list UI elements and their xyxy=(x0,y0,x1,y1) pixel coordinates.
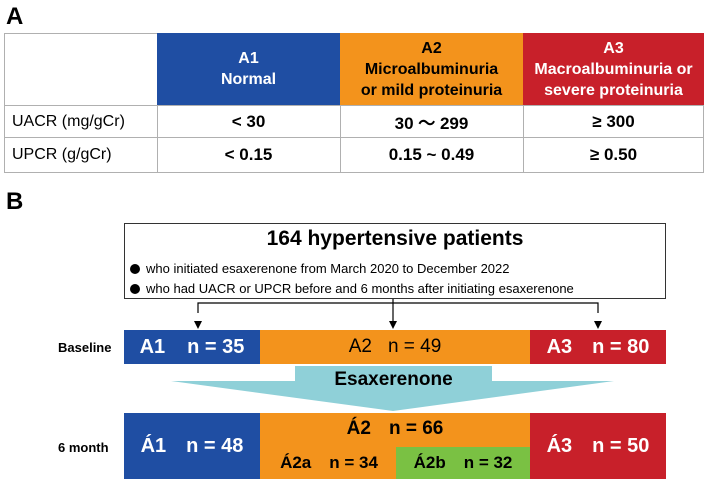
baseline-a1-bar: A1 n = 35 xyxy=(124,330,260,364)
month6-a2a-n: n = 34 xyxy=(329,452,378,472)
patient-selection-box: 164 hypertensive patients who initiated … xyxy=(124,223,666,299)
baseline-a3-n: n = 80 xyxy=(592,335,650,358)
bullet-icon xyxy=(130,263,140,274)
panel-a-label: A xyxy=(6,3,24,30)
criterion-1: who initiated esaxerenone from March 202… xyxy=(130,261,510,276)
header-a2: A2 Microalbuminuria or mild proteinuria xyxy=(340,33,523,105)
upcr-a2-value: 0.15 ~ 0.49 xyxy=(388,145,475,164)
uacr-a1-value: < 30 xyxy=(231,111,266,131)
arrowhead-icon xyxy=(594,321,602,329)
table-right-border xyxy=(703,105,704,173)
table-left-border xyxy=(4,33,5,173)
month6-a1-n: n = 48 xyxy=(186,434,244,457)
baseline-a3-bar: A3 n = 80 xyxy=(530,330,666,364)
arrowhead-icon xyxy=(389,321,397,329)
baseline-a3-code: A3 xyxy=(546,335,573,358)
table-col-divider xyxy=(523,105,524,173)
baseline-a2-code: A2 xyxy=(348,336,372,357)
header-a3-desc-line2: severe proteinuria xyxy=(544,81,683,99)
month6-a2-code: Á2 xyxy=(346,418,371,439)
baseline-a2-n: n = 49 xyxy=(387,336,442,357)
table-col-divider xyxy=(340,105,341,173)
criterion-2: who had UACR or UPCR before and 6 months… xyxy=(130,281,574,296)
month6-a1-bar: Á1 n = 48 xyxy=(124,413,260,479)
uacr-a3-value: ≥ 300 xyxy=(592,111,635,131)
month6-a2b-code: Á2b xyxy=(413,453,446,472)
upcr-a1-value: < 0.15 xyxy=(224,145,273,164)
header-a3: A3 Macroalbuminuria or severe proteinuri… xyxy=(523,33,704,105)
albuminuria-category-table: A1 Normal A2 Microalbuminuria or mild pr… xyxy=(4,33,704,173)
month6-a2-total: Á2 n = 66 xyxy=(260,414,530,444)
table-row-divider xyxy=(4,105,704,106)
table-top-border xyxy=(4,33,157,34)
table-row-divider xyxy=(4,137,704,138)
row-label-uacr: UACR (mg/gCr) xyxy=(12,112,125,130)
arrowhead-icon xyxy=(194,321,202,329)
month6-a1-code: Á1 xyxy=(140,434,167,457)
header-a2-desc-line2: or mild proteinuria xyxy=(360,81,503,99)
header-a1-desc: Normal xyxy=(220,71,277,88)
table-bottom-border xyxy=(4,172,704,173)
header-a2-desc-line1: Microalbuminuria xyxy=(364,60,499,78)
bullet-icon xyxy=(130,283,140,294)
header-a3-desc-line1: Macroalbuminuria or xyxy=(534,60,693,78)
month6-a2-n: n = 66 xyxy=(388,418,444,439)
month6-a2b-n: n = 32 xyxy=(463,453,513,472)
header-a1-code: A1 xyxy=(238,50,259,67)
esaxerenone-label: Esaxerenone xyxy=(334,369,453,390)
connector-line xyxy=(197,302,599,313)
month6-a3-n: n = 50 xyxy=(592,434,650,457)
panel-b-label: B xyxy=(6,188,24,215)
uacr-a2-value: 30 〜 299 xyxy=(394,114,469,133)
patient-count-title: 164 hypertensive patients xyxy=(266,227,524,250)
month6-a3-code: Á3 xyxy=(546,434,573,457)
header-a2-code: A2 xyxy=(421,39,442,57)
header-a3-code: A3 xyxy=(603,39,624,57)
month6-row-label: 6 month xyxy=(58,440,109,455)
row-label-upcr: UPCR (g/gCr) xyxy=(12,146,112,163)
baseline-a2-bar: A2 n = 49 xyxy=(260,330,530,364)
baseline-a1-code: A1 xyxy=(139,335,166,358)
header-a1: A1 Normal xyxy=(157,33,340,105)
month6-a2a-segment: Á2a n = 34 xyxy=(262,447,396,478)
month6-a2a-code: Á2a xyxy=(280,452,312,472)
criterion-1-text: who initiated esaxerenone from March 202… xyxy=(146,261,510,276)
baseline-a1-n: n = 35 xyxy=(187,335,245,358)
criterion-2-text: who had UACR or UPCR before and 6 months… xyxy=(146,281,574,296)
table-col-divider xyxy=(157,105,158,173)
month6-a3-bar: Á3 n = 50 xyxy=(530,413,666,479)
upcr-a3-value: ≥ 0.50 xyxy=(589,145,638,164)
baseline-row-label: Baseline xyxy=(58,340,112,355)
month6-a2b-segment: Á2b n = 32 xyxy=(396,447,530,479)
treatment-arrow-icon xyxy=(171,366,614,411)
